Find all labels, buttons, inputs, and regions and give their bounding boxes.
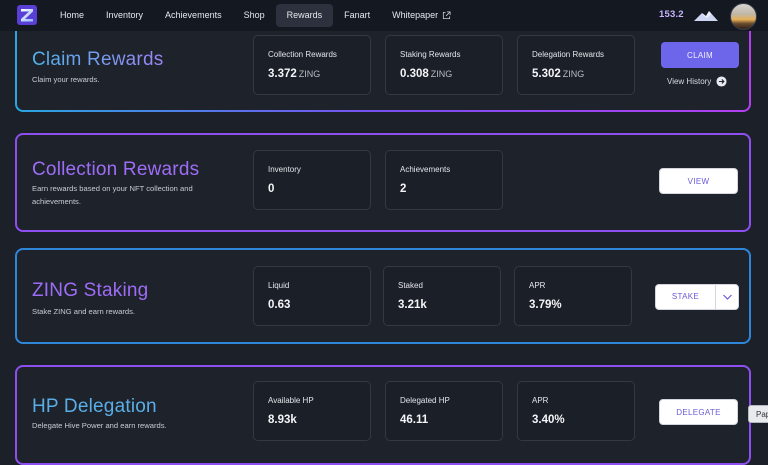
claim-button[interactable]: CLAIM	[661, 42, 739, 68]
stat-unit: ZING	[298, 69, 321, 79]
hp-delegation-card: HP Delegation Delegate Hive Power and ea…	[15, 365, 751, 465]
stat-number: 3.372	[268, 68, 297, 80]
collection-rewards-stat: Collection Rewards 3.372 ZING	[253, 35, 371, 95]
zing-staking-card: ZING Staking Stake ZING and earn rewards…	[15, 248, 751, 344]
zing-logo-icon[interactable]	[17, 5, 37, 25]
stake-split-button: STAKE	[655, 284, 739, 310]
stat-value: 2	[400, 183, 407, 195]
claim-rewards-card: Claim Rewards Claim your rewards. Collec…	[15, 8, 751, 112]
claim-rewards-description: Claim your rewards.	[32, 75, 100, 84]
delegated-hp-stat: Delegated HP 46.11	[385, 381, 503, 441]
staking-rewards-stat: Staking Rewards 0.308 ZING	[385, 35, 503, 95]
view-history-label: View History	[667, 77, 712, 86]
stat-label: APR	[532, 396, 549, 405]
nav-item-rewards[interactable]: Rewards	[275, 4, 334, 27]
balance-value: 153.2	[659, 9, 684, 20]
nav-item-whitepaper[interactable]: Whitepaper	[381, 4, 462, 27]
stat-label: Liquid	[268, 281, 290, 290]
stat-label: Staked	[398, 281, 423, 290]
stat-value: 8.93k	[268, 414, 297, 426]
external-link-icon	[443, 11, 451, 20]
available-hp-stat: Available HP 8.93k	[253, 381, 371, 441]
nav-item-achievements[interactable]: Achievements	[165, 10, 222, 20]
achievements-stat: Achievements 2	[385, 150, 503, 210]
user-avatar[interactable]	[730, 3, 757, 30]
delegation-rewards-stat: Delegation Rewards 5.302 ZING	[517, 35, 635, 95]
stat-label: Achievements	[400, 165, 451, 174]
top-navbar: Home Inventory Achievements Shop Rewards…	[0, 0, 768, 31]
liquid-stat: Liquid 0.63	[253, 266, 371, 326]
zing-staking-title: ZING Staking	[32, 280, 149, 301]
mountain-icon	[694, 11, 718, 21]
stat-unit: ZING	[562, 69, 585, 79]
stat-value: 3.79%	[529, 299, 562, 311]
stat-number: 0.308	[400, 68, 429, 80]
delegate-button[interactable]: DELEGATE	[659, 399, 738, 425]
stat-value: 3.21k	[398, 299, 427, 311]
staking-apr-stat: APR 3.79%	[514, 266, 632, 326]
stat-unit: ZING	[430, 69, 453, 79]
hp-delegation-title: HP Delegation	[32, 396, 157, 417]
stat-value: 3.40%	[532, 414, 565, 426]
stat-value: 46.11	[400, 414, 429, 426]
stat-label: APR	[529, 281, 546, 290]
stat-label: Staking Rewards	[400, 50, 461, 59]
inventory-stat: Inventory 0	[253, 150, 371, 210]
stake-button[interactable]: STAKE	[671, 292, 700, 301]
stat-value: 0.308 ZING	[400, 68, 452, 80]
zing-staking-description: Stake ZING and earn rewards.	[32, 307, 135, 316]
stat-value: 0	[268, 183, 275, 195]
collection-rewards-title: Collection Rewards	[32, 159, 200, 180]
stat-value: 3.372 ZING	[268, 68, 320, 80]
stat-label: Available HP	[268, 396, 314, 405]
stat-label: Delegation Rewards	[532, 50, 605, 59]
view-history-link[interactable]: View History	[667, 76, 727, 87]
staked-stat: Staked 3.21k	[383, 266, 501, 326]
stat-number: 5.302	[532, 68, 561, 80]
stat-label: Delegated HP	[400, 396, 450, 405]
nav-item-whitepaper-label: Whitepaper	[392, 10, 439, 20]
stat-label: Inventory	[268, 165, 301, 174]
claim-rewards-title: Claim Rewards	[32, 49, 164, 70]
stat-label: Collection Rewards	[268, 50, 337, 59]
nav-item-shop[interactable]: Shop	[243, 10, 265, 20]
delegation-apr-stat: APR 3.40%	[517, 381, 635, 441]
corner-chip[interactable]: Pap	[748, 405, 768, 423]
chevron-down-icon[interactable]	[722, 292, 733, 302]
collection-rewards-card: Collection Rewards Earn rewards based on…	[15, 133, 751, 232]
nav-item-inventory[interactable]: Inventory	[106, 10, 144, 20]
collection-rewards-description: Earn rewards based on your NFT collectio…	[32, 184, 193, 206]
arrow-right-circle-icon	[716, 76, 727, 87]
nav-menu: Home Inventory Achievements Shop Rewards…	[49, 4, 462, 27]
nav-item-fanart[interactable]: Fanart	[344, 10, 371, 20]
view-button[interactable]: VIEW	[659, 168, 738, 194]
stat-value: 0.63	[268, 299, 291, 311]
hp-delegation-description: Delegate Hive Power and earn rewards.	[32, 421, 167, 430]
button-divider	[715, 285, 716, 309]
stat-value: 5.302 ZING	[532, 68, 584, 80]
nav-item-home[interactable]: Home	[60, 10, 85, 20]
